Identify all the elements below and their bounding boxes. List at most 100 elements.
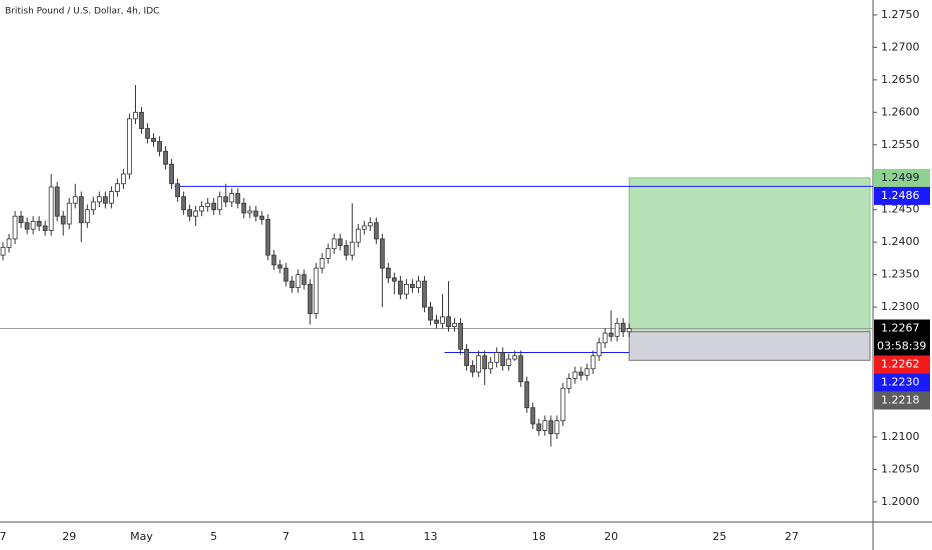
profit-zone xyxy=(628,177,871,333)
candle-body xyxy=(30,220,36,230)
price-tag-label: 1.2262 xyxy=(881,358,920,371)
candle-body xyxy=(60,215,66,225)
price-tag-label: 1.2267 xyxy=(881,322,920,335)
candle-body xyxy=(530,407,536,425)
y-tick-label: 1.2000 xyxy=(881,495,920,508)
price-tag-label: 1.2230 xyxy=(881,376,920,389)
candle-body xyxy=(458,322,463,350)
x-tick-label: 29 xyxy=(62,530,76,543)
candle-body xyxy=(90,201,96,211)
candle-body xyxy=(253,210,259,217)
candle-body xyxy=(139,111,144,129)
price-tag-label: 1.2218 xyxy=(881,394,920,407)
candle-body xyxy=(403,283,409,295)
candle-body xyxy=(482,355,488,370)
candle-body xyxy=(157,141,162,152)
candle-body xyxy=(133,111,138,120)
candle-body xyxy=(283,267,289,282)
candle-body xyxy=(96,196,102,203)
x-tick-label: 27 xyxy=(785,530,799,543)
price-tag xyxy=(874,373,930,392)
candle-body xyxy=(536,423,542,431)
candle-body xyxy=(379,238,385,269)
x-tick-label: May xyxy=(130,530,153,543)
candle-body xyxy=(259,215,265,220)
price-tag xyxy=(874,319,930,338)
candle-body xyxy=(590,355,596,370)
candle-body xyxy=(151,137,156,142)
x-tick-label: 7 xyxy=(282,530,289,543)
candle-body xyxy=(235,193,241,204)
candle-body xyxy=(548,420,554,435)
candle-body xyxy=(494,352,500,363)
candle-body xyxy=(524,381,530,409)
candle-body xyxy=(6,238,12,248)
candle-body xyxy=(488,361,494,370)
countdown-label: 03:58:39 xyxy=(877,340,926,353)
candle-body xyxy=(223,196,229,203)
candle-body xyxy=(349,241,355,256)
candle-body xyxy=(512,355,518,360)
price-tag-label: 1.2499 xyxy=(881,171,920,184)
x-tick-label: 25 xyxy=(712,530,726,543)
y-tick-label: 1.2700 xyxy=(881,40,920,53)
candle-body xyxy=(108,191,114,204)
y-tick-label: 1.2100 xyxy=(881,430,920,443)
candle-body xyxy=(313,267,319,314)
candle-body xyxy=(572,371,578,379)
candle-body xyxy=(500,352,506,366)
candle-body xyxy=(193,210,199,217)
candle-body xyxy=(241,202,247,214)
candle-body xyxy=(343,245,349,256)
y-tick-label: 1.2350 xyxy=(881,268,920,281)
y-tick-label: 1.2300 xyxy=(881,300,920,313)
price-tag xyxy=(874,186,930,205)
candle-body xyxy=(410,283,415,289)
candle-body xyxy=(452,322,457,327)
candle-body xyxy=(18,215,24,224)
candle-body xyxy=(84,209,90,224)
candle-body xyxy=(464,348,470,366)
candle-body xyxy=(301,274,307,285)
candle-body xyxy=(373,222,379,240)
x-tick-label: 20 xyxy=(604,530,618,543)
candle-body xyxy=(12,215,18,240)
candle-body xyxy=(554,420,560,435)
candle-body xyxy=(307,283,313,314)
price-tag xyxy=(874,168,930,187)
candle-body xyxy=(361,225,367,230)
candle-body xyxy=(560,387,566,422)
candle-body xyxy=(36,220,42,227)
candle-body xyxy=(24,222,30,230)
candle-body xyxy=(187,209,193,217)
candle-body xyxy=(295,274,301,289)
candle-body xyxy=(385,267,391,279)
candle-body xyxy=(289,280,295,289)
candle-body xyxy=(391,277,397,282)
candle-body xyxy=(620,322,626,333)
candle-body xyxy=(211,202,217,211)
y-tick-label: 1.2400 xyxy=(881,235,920,248)
candle-body xyxy=(205,202,211,207)
candle-body xyxy=(422,280,427,308)
candle-body xyxy=(416,280,421,289)
candle-body xyxy=(584,368,590,376)
candle-body xyxy=(397,280,403,295)
x-tick-label: 18 xyxy=(532,530,546,543)
y-tick-label: 1.2550 xyxy=(881,138,920,151)
candle-body xyxy=(596,342,602,357)
candle-body xyxy=(42,225,48,231)
candle-body xyxy=(446,316,451,327)
x-tick-label: 11 xyxy=(351,530,365,543)
candle-body xyxy=(175,183,181,198)
candle-body xyxy=(78,196,84,224)
candle-body xyxy=(578,371,584,376)
candle-body xyxy=(470,365,476,373)
x-tick-label: 13 xyxy=(423,530,437,543)
candle-body xyxy=(506,358,512,366)
candle-body xyxy=(72,196,78,204)
candle-body xyxy=(199,206,205,212)
countdown-tag xyxy=(874,337,930,356)
candle-body xyxy=(608,332,614,337)
